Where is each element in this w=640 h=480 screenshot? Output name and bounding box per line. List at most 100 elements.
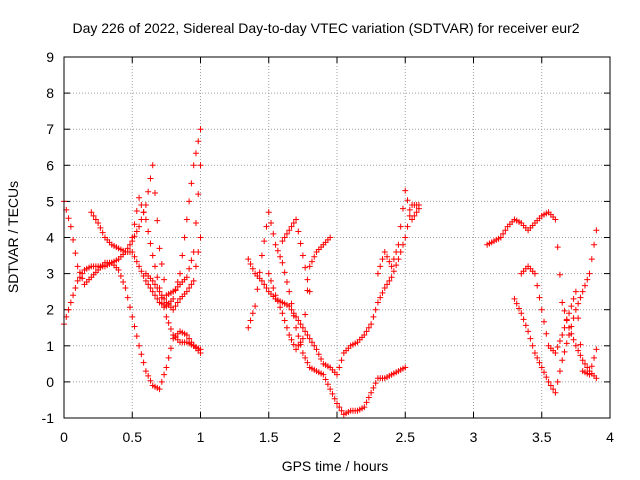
data-point-sat-g [318, 356, 325, 363]
data-point-sat-i [397, 223, 404, 230]
data-point-sat-e [154, 285, 161, 292]
data-point-sat-d [140, 209, 147, 216]
data-point-sat-g [374, 299, 381, 306]
data-point-sat-h [290, 341, 297, 348]
data-point-sat-i [379, 256, 386, 263]
data-point-sat-h [306, 263, 313, 270]
data-point-sat-k [566, 331, 573, 338]
x-tick-label: 0 [60, 429, 68, 445]
data-point-sat-j [552, 216, 559, 223]
data-point-sat-h [293, 346, 300, 353]
data-point-sat-c [97, 224, 104, 231]
data-point-sat-e [195, 248, 202, 255]
axis-ticks: -1 0 1 2 3 4 5 6 7 8 9 0 0.5 1 1.5 2 2.5 3 3.5 4 [42, 49, 615, 445]
data-point-sat-i [286, 227, 293, 234]
data-point-sat-j [497, 234, 504, 241]
data-point-sat-i [415, 205, 422, 212]
data-point-sat-i [404, 197, 411, 204]
data-point-sat-c [172, 287, 179, 294]
data-point-sat-j [577, 352, 584, 359]
data-point-sat-i [299, 252, 306, 259]
data-point-sat-c [88, 209, 95, 216]
data-point-sat-d [133, 208, 140, 215]
data-point-sat-i [302, 264, 309, 271]
data-point-sat-b [183, 331, 190, 338]
data-point-sat-k [568, 323, 575, 330]
data-point-sat-a [136, 223, 143, 230]
data-point-sat-h [272, 292, 279, 299]
data-point-sat-l [570, 295, 577, 302]
data-point-sat-i [411, 212, 418, 219]
data-point-sat-g [288, 306, 295, 313]
data-point-sat-k [534, 354, 541, 361]
data-point-sat-a [192, 220, 199, 227]
data-point-sat-g [370, 313, 377, 320]
data-point-sat-g [336, 364, 343, 371]
data-point-sat-a [183, 274, 190, 281]
data-point-sat-g [311, 342, 318, 349]
data-point-sat-h [302, 311, 309, 318]
data-point-sat-b [147, 377, 154, 384]
data-point-sat-k [550, 386, 557, 393]
data-point-sat-b [156, 386, 163, 393]
data-point-sat-b [165, 354, 172, 361]
data-point-sat-l [588, 363, 595, 370]
data-point-sat-d [163, 313, 170, 320]
data-point-sat-k [529, 342, 536, 349]
data-point-sat-k [554, 378, 561, 385]
data-point-sat-a [152, 189, 158, 196]
data-point-sat-d [147, 240, 154, 247]
data-point-sat-l [572, 288, 579, 295]
x-tick-label: 3.5 [532, 429, 552, 445]
data-point-sat-c [138, 268, 145, 275]
data-points [61, 126, 600, 418]
data-point-sat-f [322, 376, 329, 383]
data-point-sat-b [70, 236, 77, 243]
data-point-sat-k [591, 241, 598, 248]
data-point-sat-h [297, 339, 304, 346]
data-point-sat-k [556, 368, 563, 375]
data-point-sat-e [197, 234, 204, 241]
data-point-sat-f [286, 288, 293, 295]
data-point-sat-j [561, 307, 568, 314]
data-point-sat-f [256, 269, 263, 276]
data-point-sat-l [575, 315, 582, 322]
data-point-sat-h [283, 324, 290, 331]
data-point-sat-a [74, 277, 81, 284]
data-point-sat-e [158, 292, 165, 299]
y-tick-label: 7 [46, 121, 54, 137]
data-point-sat-f [261, 238, 268, 245]
data-point-sat-g [315, 351, 322, 358]
data-point-sat-f [258, 252, 265, 259]
data-point-sat-k [513, 300, 520, 307]
y-axis-label: SDTVAR / TECUs [5, 181, 21, 293]
data-point-sat-i [295, 228, 302, 235]
data-point-sat-h [295, 342, 302, 349]
data-point-sat-g [313, 346, 320, 353]
data-point-sat-e [190, 277, 197, 284]
data-point-sat-g [290, 310, 297, 317]
data-point-sat-k [527, 335, 534, 342]
data-point-sat-a [188, 257, 195, 264]
data-point-sat-l [536, 294, 543, 301]
data-point-sat-g [393, 262, 400, 269]
data-point-sat-f [249, 310, 256, 317]
data-point-sat-b [124, 294, 131, 301]
data-point-sat-a [126, 241, 133, 248]
data-point-sat-g [365, 324, 372, 331]
data-point-sat-i [293, 216, 300, 223]
data-point-sat-h [281, 317, 288, 324]
data-point-sat-c [129, 248, 136, 255]
data-point-sat-c [142, 277, 149, 284]
data-point-sat-d [152, 263, 158, 270]
data-point-sat-h [299, 335, 306, 342]
data-point-sat-l [531, 270, 538, 277]
data-point-sat-f [268, 220, 275, 227]
data-point-sat-c [154, 295, 161, 302]
data-point-sat-f [329, 390, 336, 397]
data-point-sat-f [320, 371, 327, 378]
data-point-sat-b [138, 351, 145, 358]
data-point-sat-k [577, 294, 584, 301]
data-point-sat-b [158, 378, 165, 385]
data-point-sat-c [183, 216, 190, 223]
